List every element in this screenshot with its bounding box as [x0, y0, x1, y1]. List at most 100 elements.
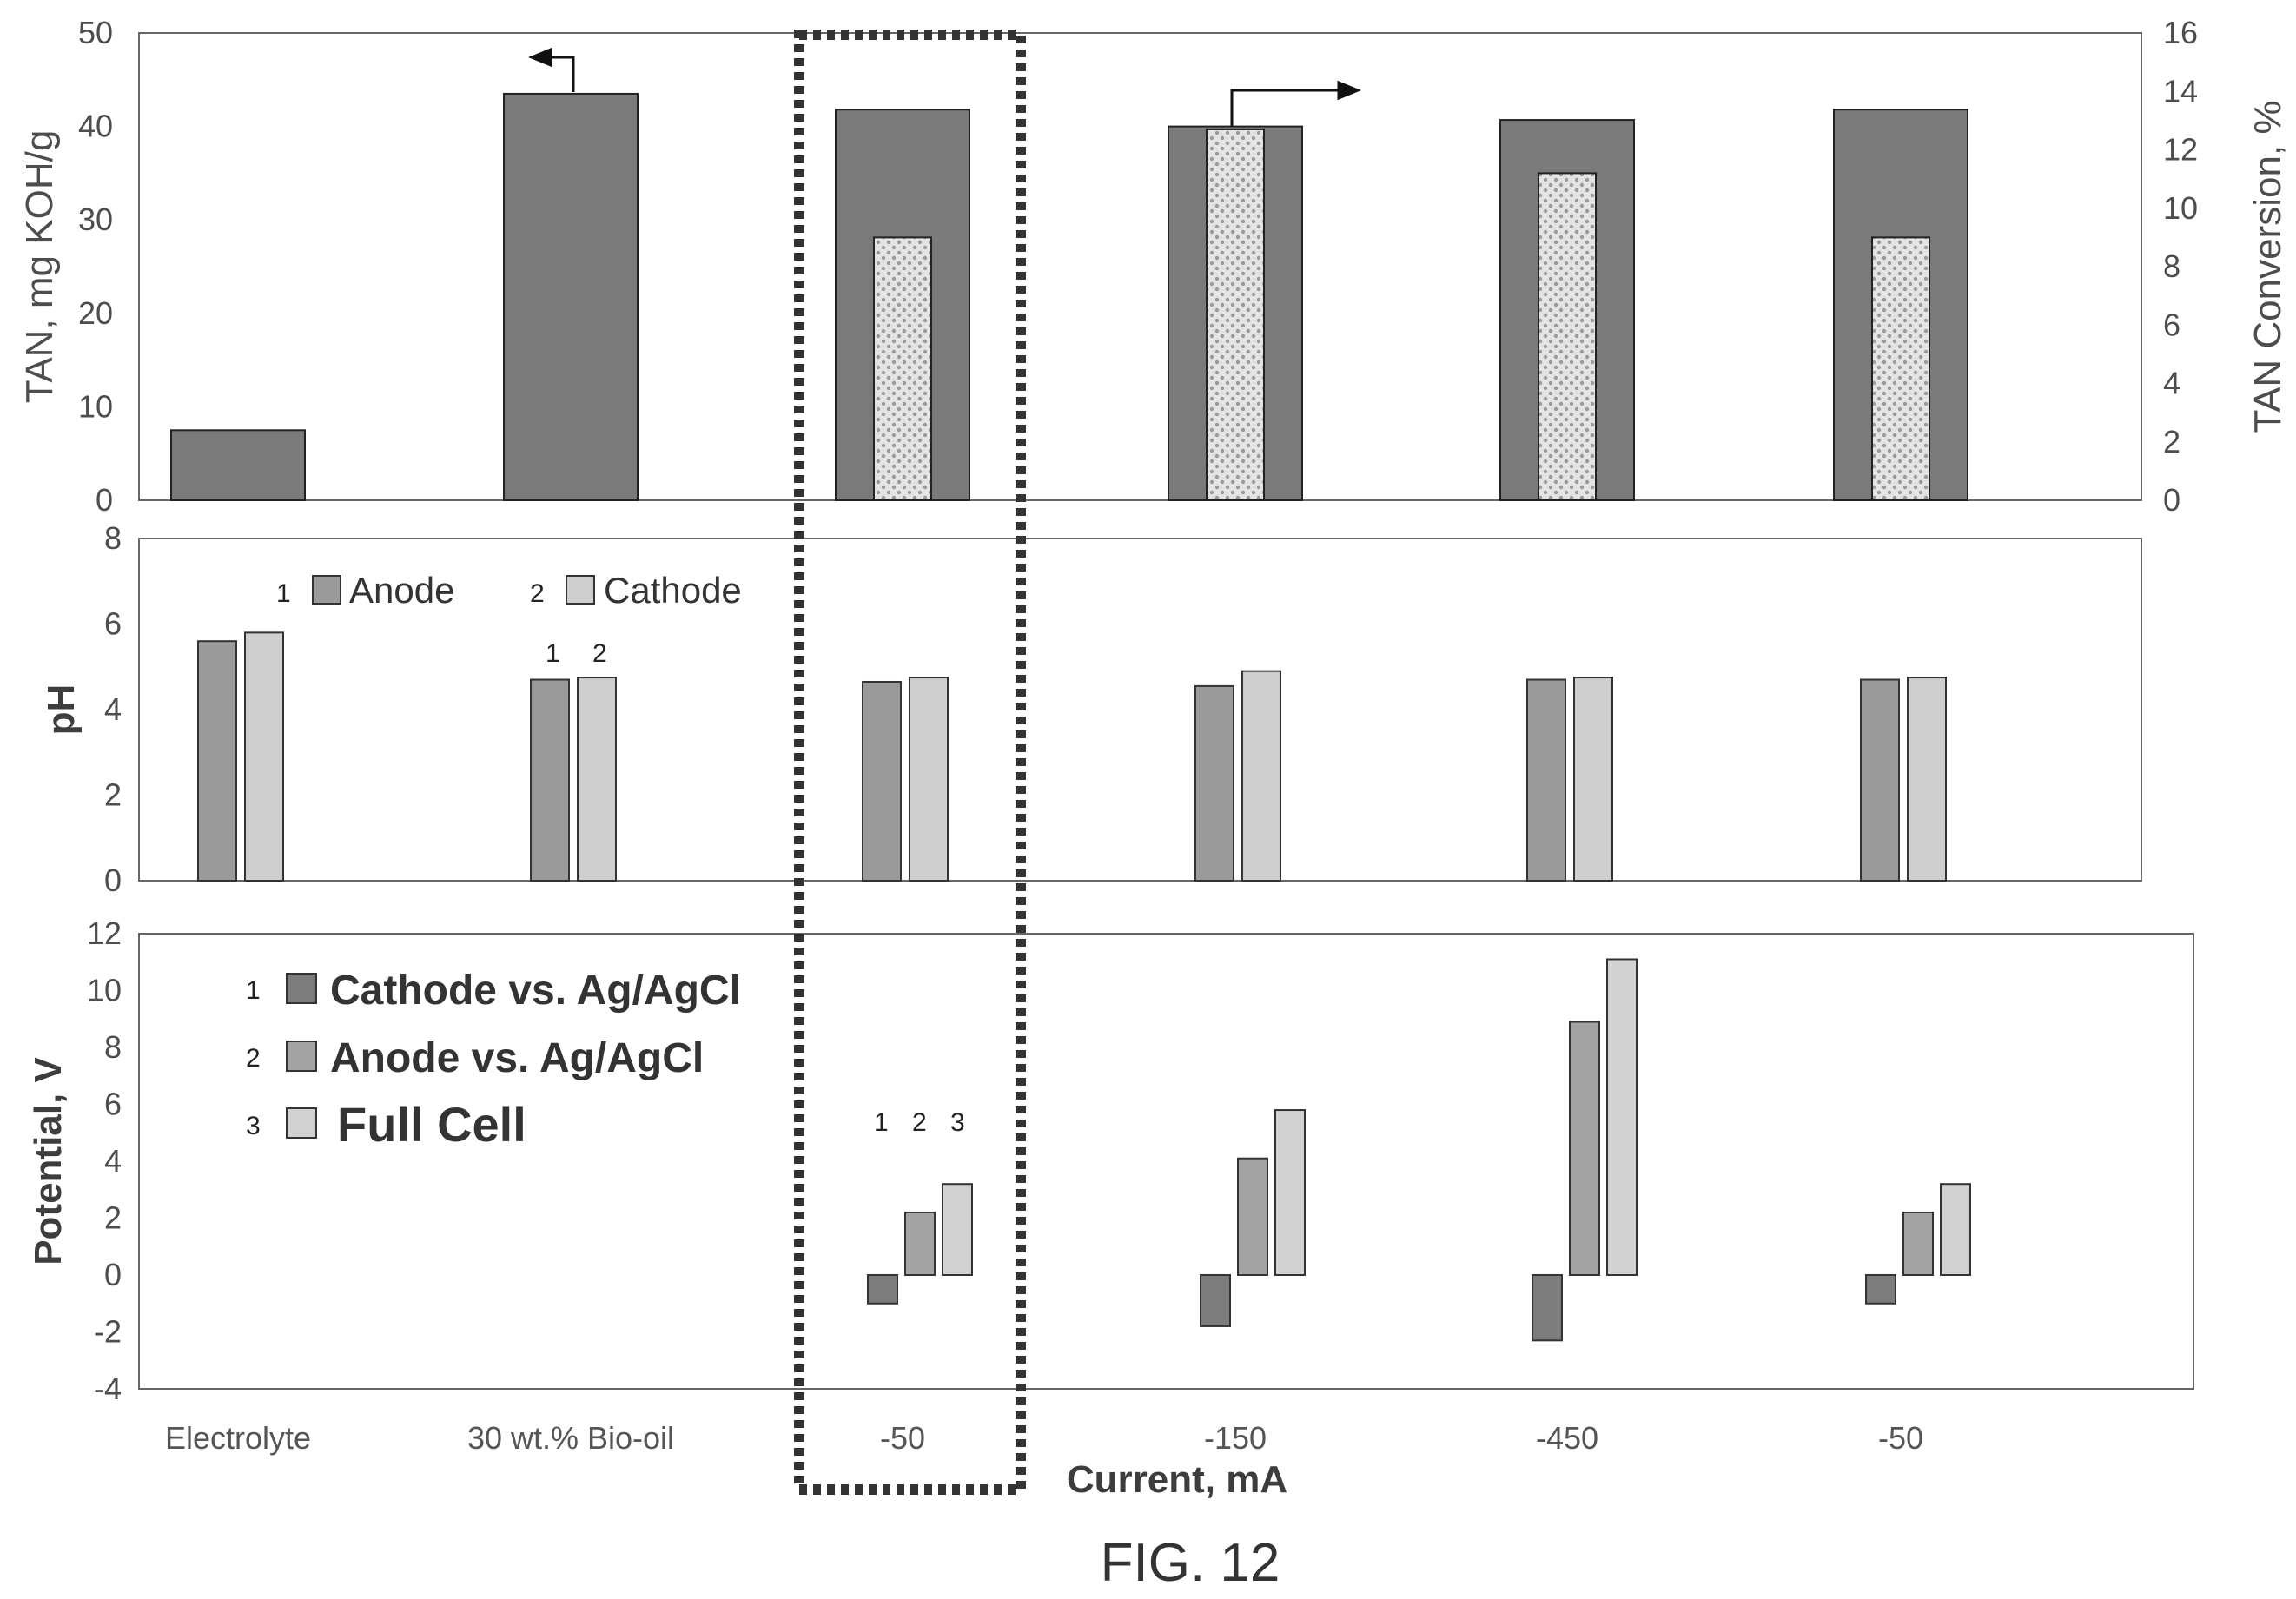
potential-y-tick-label: 8 [104, 1029, 122, 1065]
legend-swatch-full-cell [286, 1107, 317, 1139]
potential-bar-full-cell [1606, 958, 1638, 1276]
chart-marks: 01020304050024681012141602468-4-20246810… [78, 15, 2198, 1456]
potential-bar-anode [1237, 1157, 1268, 1276]
tan-conversion-bar [1538, 172, 1597, 501]
potential-bar-cathode [1200, 1274, 1231, 1327]
legend-number-2: 2 [246, 1044, 261, 1073]
ph-bar-cathode [1573, 677, 1613, 882]
tan-conversion-y-tick-label: 14 [2163, 73, 2198, 109]
potential-y-tick-label: 2 [104, 1200, 122, 1236]
ph-legend: 1 Anode 2 Cathode [276, 570, 742, 611]
ph-bar-anode [1526, 678, 1566, 882]
potential-axis-title: Potential, V [27, 1057, 69, 1265]
potential-bar-number-3: 3 [950, 1108, 965, 1137]
tan-y-tick-label: 50 [78, 15, 113, 50]
legend-number-3: 3 [246, 1112, 261, 1140]
tan-conversion-y-tick-label: 8 [2163, 248, 2180, 284]
ph-bar-cathode [1907, 677, 1947, 882]
right-axis-arrow-icon [1230, 80, 1361, 129]
ph-panel-frame [138, 538, 2142, 882]
ph-bar-anode [862, 680, 902, 882]
tan-conversion-y-tick-label: 4 [2163, 366, 2180, 401]
potential-y-tick-label: -2 [94, 1314, 122, 1350]
x-category-label: -150 [1204, 1420, 1267, 1456]
ph-bar-anode [530, 678, 570, 882]
tan-conversion-y-tick-label: 6 [2163, 307, 2180, 342]
ph-bar-number-2: 2 [592, 639, 607, 668]
potential-bar-cathode [867, 1274, 898, 1305]
potential-y-tick-label: 12 [87, 915, 122, 951]
tan-conversion-y-tick-label: 10 [2163, 190, 2198, 226]
ph-bar-anode [197, 640, 237, 882]
legend-label-anode-vs-ag: Anode vs. Ag/AgCl [330, 1035, 704, 1081]
tan-conversion-bar [1871, 236, 1930, 501]
legend-swatch-anode [312, 575, 341, 605]
tan-conversion-bar [1206, 128, 1265, 501]
left-axis-arrow-icon [528, 47, 575, 92]
x-category-label: -50 [1878, 1420, 1923, 1456]
legend-label-cathode-vs-ag: Cathode vs. Ag/AgCl [330, 968, 741, 1014]
legend-number-1: 1 [276, 579, 291, 608]
figure-caption: FIG. 12 [1101, 1533, 1280, 1593]
tan-bar [503, 92, 639, 501]
tan-y-tick-label: 20 [78, 295, 113, 331]
highlight-dotted-box [794, 30, 1026, 1495]
potential-bar-anode [904, 1211, 936, 1276]
tan-bar [170, 429, 306, 501]
potential-y-tick-label: 10 [87, 973, 122, 1008]
x-category-label: -50 [880, 1420, 925, 1456]
legend-label-full-cell: Full Cell [337, 1097, 526, 1152]
ph-bar-cathode [909, 677, 949, 882]
ph-bar-anode [1194, 684, 1234, 882]
tan-y-tick-label: 40 [78, 109, 113, 144]
potential-y-tick-label: 0 [104, 1257, 122, 1292]
legend-swatch-cathode-vs-ag [286, 973, 317, 1004]
ph-y-tick-label: 2 [104, 777, 122, 813]
tan-y-tick-label: 30 [78, 202, 113, 237]
ph-bar-cathode [1241, 670, 1281, 882]
legend-swatch-anode-vs-ag [286, 1041, 317, 1072]
x-category-label: Electrolyte [165, 1420, 311, 1456]
potential-bar-anode [1902, 1211, 1934, 1276]
tan-y-tick-label: 10 [78, 388, 113, 424]
ph-y-tick-label: 8 [104, 520, 122, 556]
x-category-label: 30 wt.% Bio-oil [467, 1420, 674, 1456]
potential-y-tick-label: 4 [104, 1143, 122, 1179]
potential-bar-full-cell [1274, 1109, 1306, 1277]
potential-bar-full-cell [1940, 1183, 1971, 1276]
x-axis-title: Current, mA [1067, 1458, 1287, 1501]
potential-bar-cathode [1532, 1274, 1563, 1342]
potential-bar-cathode [1865, 1274, 1896, 1305]
legend-label-anode: Anode [349, 570, 454, 611]
ph-bar-cathode [244, 631, 284, 882]
legend-number-2: 2 [530, 579, 545, 608]
potential-bar-number-1: 1 [874, 1108, 889, 1137]
tan-axis-title: TAN, mg KOH/g [18, 130, 61, 404]
tan-conversion-y-tick-label: 0 [2163, 482, 2180, 518]
potential-bar-full-cell [942, 1183, 973, 1276]
tan-panel-frame [138, 32, 2142, 501]
ph-bar-number-1: 1 [546, 639, 560, 668]
tan-conversion-bar [873, 236, 932, 501]
potential-y-tick-label: 6 [104, 1087, 122, 1122]
legend-label-cathode: Cathode [604, 570, 742, 611]
ph-y-tick-label: 6 [104, 606, 122, 642]
ph-y-tick-label: 0 [104, 862, 122, 898]
legend-swatch-cathode [566, 575, 595, 605]
ph-y-tick-label: 4 [104, 691, 122, 727]
ph-axis-title: pH [40, 684, 83, 736]
potential-bar-anode [1569, 1021, 1600, 1277]
tan-conversion-y-tick-label: 2 [2163, 424, 2180, 459]
potential-y-tick-label: -4 [94, 1371, 122, 1406]
tan-conversion-y-tick-label: 16 [2163, 15, 2198, 50]
x-category-label: -450 [1536, 1420, 1598, 1456]
tan-conversion-axis-title: TAN Conversion, % [2246, 100, 2289, 433]
potential-legend: 1 Cathode vs. Ag/AgCl 2 Anode vs. Ag/AgC… [246, 968, 741, 1152]
potential-bar-number-2: 2 [912, 1108, 927, 1137]
potential-panel-frame [138, 933, 2194, 1390]
ph-bar-anode [1860, 678, 1900, 882]
tan-y-tick-label: 0 [96, 482, 113, 518]
tan-conversion-y-tick-label: 12 [2163, 132, 2198, 168]
legend-number-1: 1 [246, 976, 261, 1005]
